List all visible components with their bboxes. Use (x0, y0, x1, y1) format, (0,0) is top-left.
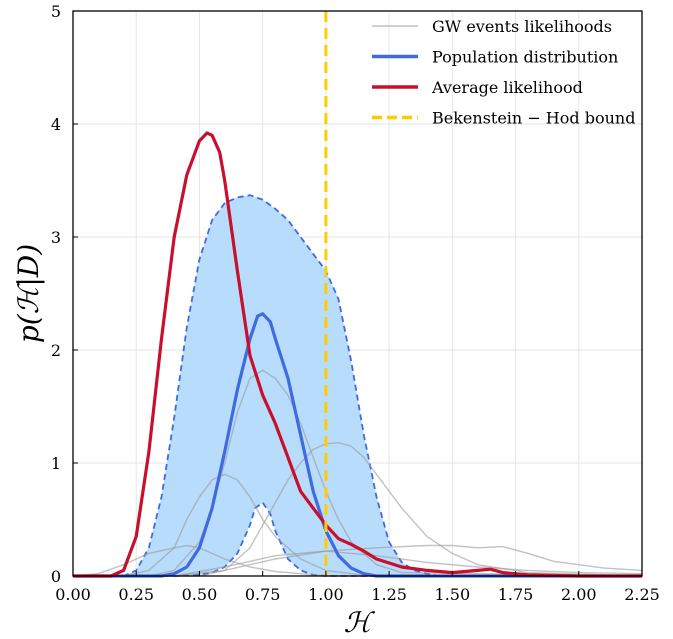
band-lower-edge (73, 501, 453, 577)
legend-label: Population distribution (432, 48, 618, 67)
y-tick-label: 3 (51, 228, 61, 247)
legend: GW events likelihoods Population distribu… (372, 17, 635, 128)
band-fill (73, 195, 453, 576)
gw-event-line-5 (73, 544, 643, 577)
y-tick-label: 1 (51, 454, 61, 473)
gw-event-line-4 (73, 441, 643, 577)
gw-event-line-6 (73, 550, 643, 577)
x-axis-label: ℋ (344, 606, 376, 639)
x-tick-label: 0.75 (245, 585, 281, 604)
legend-label: Average likelihood (431, 78, 583, 97)
gw-event-line-2 (73, 473, 642, 577)
y-axis-label: p(ℋ|D) (12, 244, 45, 343)
plot-frame (72, 10, 643, 577)
y-tick-label: 4 (51, 115, 61, 134)
x-tick-label: 0.00 (55, 585, 91, 604)
y-ticks: 0 1 2 3 4 5 (51, 2, 78, 586)
legend-label: GW events likelihoods (432, 17, 612, 36)
x-tick-label: 0.25 (118, 585, 154, 604)
x-tick-label: 1.00 (308, 585, 344, 604)
gw-event-line-3 (73, 369, 643, 577)
y-tick-label: 0 (51, 567, 61, 586)
x-tick-label: 0.50 (182, 585, 218, 604)
population-band (73, 194, 453, 577)
series-line-average-likelihood (73, 131, 642, 578)
x-tick-label: 1.50 (435, 585, 471, 604)
x-tick-label: 2.25 (624, 585, 660, 604)
y-tick-label: 2 (51, 341, 61, 360)
y-tick-label: 5 (51, 2, 61, 21)
gw-event-curves (72, 369, 643, 577)
legend-label: Bekenstein − Hod bound (432, 109, 635, 128)
series-line-population-distribution (73, 312, 642, 578)
band-upper-edge (73, 194, 453, 577)
series-lines (73, 131, 642, 578)
x-tick-label: 1.25 (371, 585, 407, 604)
x-ticks: 0.00 0.25 0.50 0.75 1.00 1.25 1.50 1.75 2.00 2.25 (55, 571, 660, 604)
x-tick-label: 1.75 (498, 585, 534, 604)
x-tick-label: 2.00 (561, 585, 597, 604)
